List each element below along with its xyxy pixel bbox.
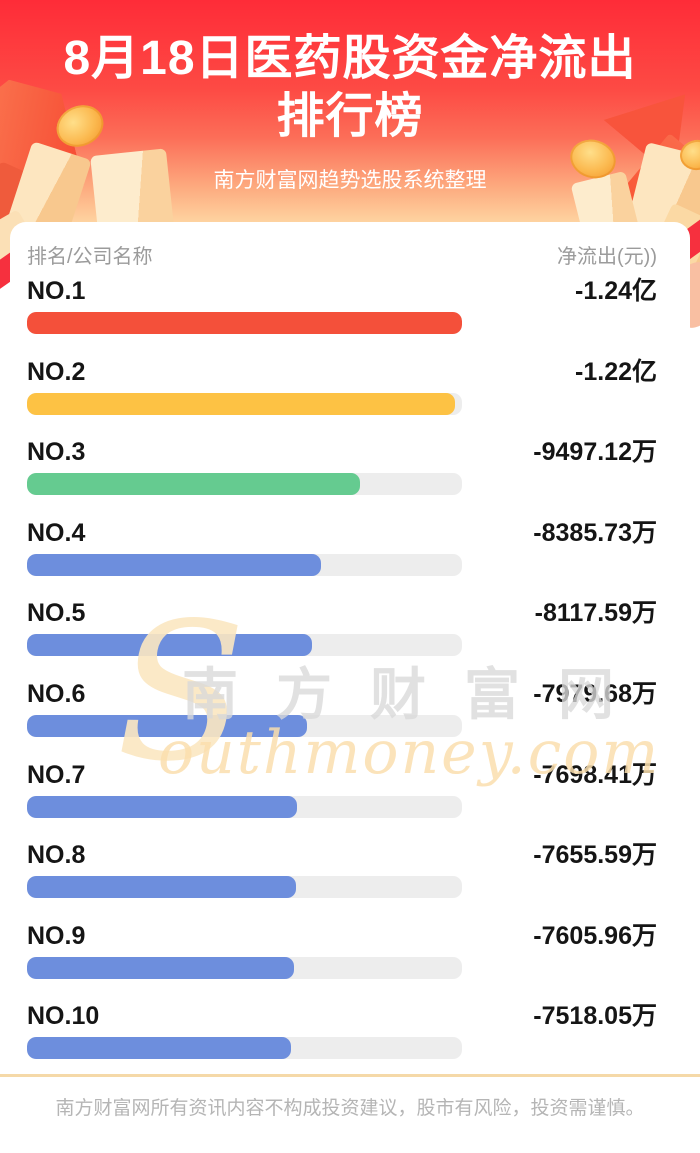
table-header: 排名/公司名称 净流出(元)) xyxy=(27,222,657,268)
rank-label: NO.3 xyxy=(27,438,86,467)
bar-fill xyxy=(27,312,462,334)
bar-track xyxy=(27,795,462,818)
outflow-value: -7979.68万 xyxy=(533,679,657,708)
footer-divider xyxy=(0,1074,700,1077)
outflow-value: -7655.59万 xyxy=(533,841,657,870)
table-row: NO.10 -7518.05万 xyxy=(27,987,657,1068)
bar-fill xyxy=(27,795,298,818)
outflow-value: -1.24亿 xyxy=(575,277,657,305)
table-row: NO.9 -7605.96万 xyxy=(27,907,657,988)
rank-label: NO.1 xyxy=(27,277,86,305)
bar-fill xyxy=(27,634,312,657)
outflow-value: -7605.96万 xyxy=(533,921,657,950)
outflow-value: -7698.41万 xyxy=(533,760,657,789)
footer-disclaimer: 南方财富网所有资讯内容不构成投资建议，股市有风险，投资需谨慎。 xyxy=(55,1098,645,1119)
rank-label: NO.6 xyxy=(27,679,86,708)
row-header: NO.2 -1.22亿 xyxy=(27,359,657,385)
table-row: NO.6 -7979.68万 xyxy=(27,665,657,746)
outflow-value: -9497.12万 xyxy=(533,438,657,467)
row-header: NO.9 -7605.96万 xyxy=(27,923,657,949)
outflow-value: -7518.05万 xyxy=(533,1002,657,1031)
rank-label: NO.8 xyxy=(27,841,86,870)
row-header: NO.1 -1.24亿 xyxy=(27,278,657,304)
outflow-value: -8117.59万 xyxy=(534,599,657,628)
hero-banner xyxy=(0,0,700,222)
column-header-rank: 排名/公司名称 xyxy=(27,246,153,268)
column-header-outflow: 净流出(元)) xyxy=(557,246,657,268)
row-header: NO.5 -8117.59万 xyxy=(27,600,657,626)
rank-label: NO.9 xyxy=(27,921,86,950)
bar-fill xyxy=(27,392,455,415)
bar-track xyxy=(27,634,462,657)
bar-track xyxy=(27,312,462,334)
bar-fill xyxy=(27,553,322,576)
bar-fill xyxy=(27,714,307,737)
row-header: NO.10 -7518.05万 xyxy=(27,1003,657,1029)
bar-fill xyxy=(27,1037,291,1060)
table-row: NO.2 -1.22亿 xyxy=(27,343,657,424)
bar-track xyxy=(27,714,462,737)
bar-track xyxy=(27,876,462,899)
table-row: NO.8 -7655.59万 xyxy=(27,826,657,907)
rank-label: NO.2 xyxy=(27,357,86,386)
row-header: NO.3 -9497.12万 xyxy=(27,439,657,465)
bar-fill xyxy=(27,876,296,899)
outflow-value: -8385.73万 xyxy=(533,518,657,547)
bar-track xyxy=(27,553,462,576)
row-header: NO.8 -7655.59万 xyxy=(27,842,657,868)
table-row: NO.1 -1.24亿 xyxy=(27,262,657,343)
row-header: NO.7 -7698.41万 xyxy=(27,762,657,788)
rank-label: NO.10 xyxy=(27,1002,100,1031)
ranking-rows: NO.1 -1.24亿 NO.2 -1.22亿 NO.3 -9497.12万 N… xyxy=(27,262,657,1068)
bar-fill xyxy=(27,473,361,496)
table-row: NO.5 -8117.59万 xyxy=(27,584,657,665)
row-header: NO.6 -7979.68万 xyxy=(27,681,657,707)
row-header: NO.4 -8385.73万 xyxy=(27,520,657,546)
bar-track xyxy=(27,1037,462,1060)
rank-label: NO.5 xyxy=(27,599,86,628)
rank-label: NO.4 xyxy=(27,518,86,547)
rank-label: NO.7 xyxy=(27,760,86,789)
bar-track xyxy=(27,473,462,496)
table-row: NO.3 -9497.12万 xyxy=(27,423,657,504)
table-row: NO.7 -7698.41万 xyxy=(27,746,657,827)
bar-fill xyxy=(27,956,294,979)
bar-track xyxy=(27,956,462,979)
ranking-card: 排名/公司名称 净流出(元)) NO.1 -1.24亿 NO.2 -1.22亿 … xyxy=(10,222,690,1153)
table-row: NO.4 -8385.73万 xyxy=(27,504,657,585)
outflow-value: -1.22亿 xyxy=(575,357,657,386)
bar-track xyxy=(27,392,462,415)
